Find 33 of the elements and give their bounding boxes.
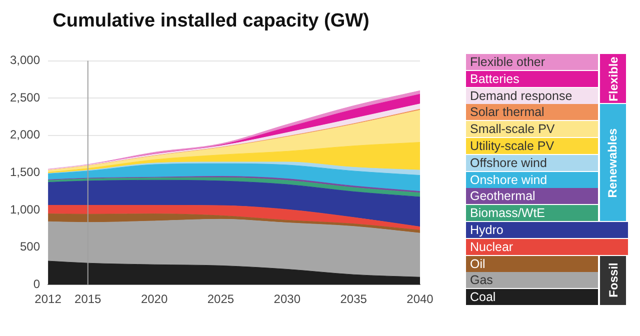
text: Hydro — [466, 222, 628, 238]
x-tick-label: 2012 — [34, 292, 62, 306]
chart-title: Cumulative installed capacity (GW) — [52, 10, 370, 32]
text: Onshore wind — [466, 172, 598, 188]
text: Utility-scale PV — [466, 138, 598, 154]
y-tick-label: 0 — [33, 276, 40, 291]
y-tick-label: 3,000 — [10, 53, 40, 68]
text: Fossil — [606, 262, 620, 298]
text: Solar thermal — [466, 104, 598, 120]
y-tick-label: 2,000 — [10, 128, 40, 142]
text: Flexible other — [466, 54, 598, 70]
text: Gas — [466, 272, 598, 288]
y-tick-label: 500 — [20, 240, 40, 254]
text: Renewables — [606, 128, 620, 198]
x-tick-label: 2040 — [406, 292, 434, 306]
text: Flexible — [606, 56, 620, 102]
text: Geothermal — [466, 188, 598, 204]
x-tick-label: 2030 — [274, 292, 301, 306]
text: Offshore wind — [466, 154, 598, 171]
text: Batteries — [466, 70, 598, 87]
text: Nuclear — [466, 238, 628, 255]
x-tick-label: 2015 — [74, 292, 102, 306]
text: Coal — [466, 289, 598, 306]
y-tick-label: 1,000 — [10, 202, 40, 216]
x-tick-label: 2035 — [340, 292, 368, 306]
y-tick-label: 1,500 — [10, 165, 40, 180]
text: Biomass/WtE — [466, 205, 598, 222]
text: Demand response — [466, 88, 598, 104]
x-tick-label: 2025 — [207, 292, 234, 306]
text: Oil — [466, 256, 598, 272]
x-tick-label: 2020 — [140, 292, 168, 306]
y-tick-label: 2,500 — [10, 90, 40, 104]
text: Small-scale PV — [466, 121, 598, 138]
